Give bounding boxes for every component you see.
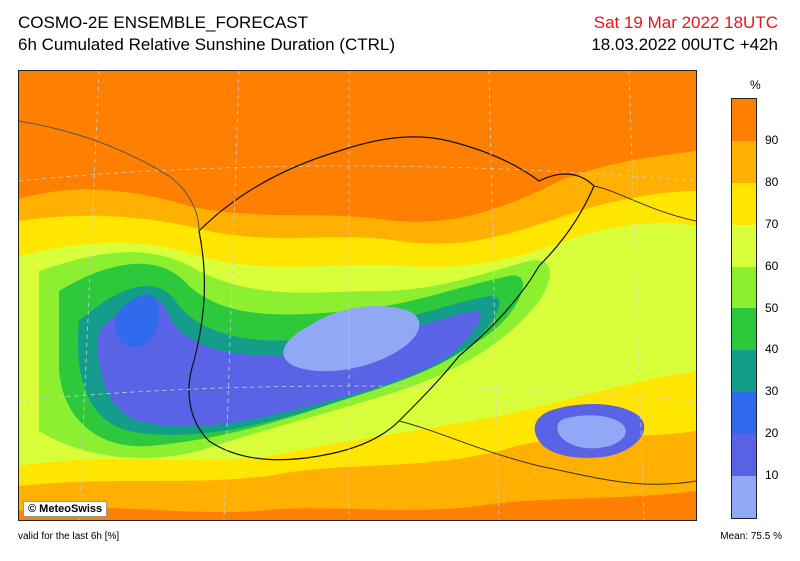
- legend-band-20-30: [732, 392, 756, 435]
- legend-tick-40: 40: [765, 342, 779, 357]
- forecast-time: Sat 19 Mar 2022 18UTC 18.03.2022 00UTC +…: [591, 12, 778, 56]
- validity-note: valid for the last 6h [%]: [18, 531, 120, 542]
- chart-title: COSMO-2E ENSEMBLE_FORECAST 6h Cumulated …: [18, 12, 395, 56]
- mean-value: Mean: 75.5 %: [720, 531, 782, 542]
- model-title: COSMO-2E ENSEMBLE_FORECAST: [18, 13, 309, 32]
- legend-tick-20: 20: [765, 426, 779, 441]
- copyright-label: © MeteoSwiss: [23, 501, 108, 517]
- legend-tick-70: 70: [765, 216, 779, 231]
- legend-band-0-10: [732, 476, 756, 518]
- legend-band-80-90: [732, 140, 756, 183]
- legend-band-40-50: [732, 308, 756, 351]
- legend-tick-80: 80: [765, 174, 779, 189]
- forecast-map: © MeteoSwiss: [18, 70, 697, 521]
- legend-tick-30: 30: [765, 384, 779, 399]
- run-info: 18.03.2022 00UTC +42h: [591, 35, 778, 54]
- legend-band-90-100: [732, 99, 756, 141]
- legend-band-30-40: [732, 350, 756, 393]
- color-legend: [731, 98, 757, 519]
- valid-time: Sat 19 Mar 2022 18UTC: [593, 13, 778, 32]
- legend-tick-50: 50: [765, 300, 779, 315]
- legend-band-70-80: [732, 182, 756, 225]
- legend-band-60-70: [732, 224, 756, 267]
- legend-band-10-20: [732, 434, 756, 477]
- legend-unit: %: [750, 78, 761, 92]
- legend-band-50-60: [732, 266, 756, 309]
- legend-tick-60: 60: [765, 258, 779, 273]
- product-title: 6h Cumulated Relative Sunshine Duration …: [18, 35, 396, 54]
- mean-label: Mean:: [720, 531, 749, 542]
- mean-number: 75.5 %: [750, 531, 782, 542]
- legend-tick-10: 10: [765, 468, 779, 483]
- legend-tick-90: 90: [765, 132, 779, 147]
- map-field: [19, 71, 696, 520]
